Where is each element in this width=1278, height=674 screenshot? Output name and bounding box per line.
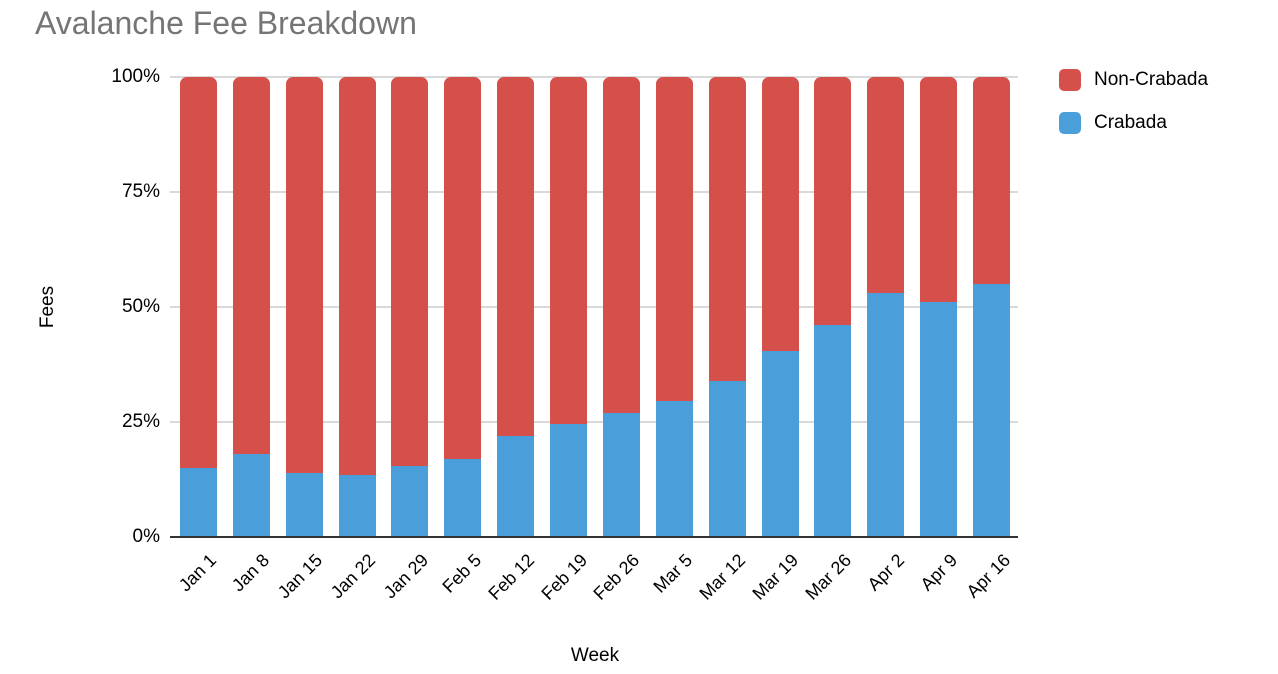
x-tick-label: Jan 29 — [379, 550, 433, 603]
gridline — [170, 306, 1018, 308]
bar-segment-non-crabada[interactable] — [708, 77, 746, 381]
bar[interactable] — [391, 77, 429, 537]
x-tick-label: Feb 12 — [484, 550, 538, 604]
x-tick-label: Apr 16 — [962, 550, 1014, 602]
x-axis-line — [170, 536, 1018, 538]
bar-segment-crabada[interactable] — [391, 465, 429, 537]
x-tick-label: Mar 19 — [748, 550, 803, 604]
bar[interactable] — [814, 77, 852, 537]
x-tick-label: Jan 1 — [175, 550, 221, 596]
bar-segment-non-crabada[interactable] — [497, 77, 535, 436]
bar-segment-non-crabada[interactable] — [232, 77, 270, 455]
x-axis-title: Week — [570, 645, 620, 666]
gridline — [170, 76, 1018, 78]
bar[interactable] — [867, 77, 905, 537]
legend-swatch-icon — [1059, 112, 1081, 134]
bar[interactable] — [338, 77, 376, 537]
bar[interactable] — [232, 77, 270, 537]
bar[interactable] — [179, 77, 217, 537]
y-tick-label: 0% — [132, 526, 160, 547]
bar-segment-crabada[interactable] — [761, 350, 799, 537]
x-tick-label: Mar 12 — [695, 550, 750, 604]
bar[interactable] — [285, 77, 323, 537]
bar-segment-crabada[interactable] — [444, 458, 482, 537]
bar-segment-crabada[interactable] — [550, 424, 588, 537]
y-tick-label: 75% — [121, 181, 160, 202]
bar-segment-non-crabada[interactable] — [338, 77, 376, 475]
x-tick-label: Feb 19 — [536, 550, 591, 604]
bar-segment-non-crabada[interactable] — [867, 77, 905, 294]
x-tick-label: Apr 2 — [863, 550, 908, 595]
bar[interactable] — [973, 77, 1011, 537]
bar-segment-crabada[interactable] — [973, 284, 1011, 537]
x-tick-label: Feb 5 — [438, 550, 485, 597]
bar[interactable] — [550, 77, 588, 537]
bar-segment-crabada[interactable] — [814, 325, 852, 537]
bar[interactable] — [655, 77, 693, 537]
bar[interactable] — [708, 77, 746, 537]
bar-segment-non-crabada[interactable] — [602, 77, 640, 413]
x-tick-label: Jan 8 — [228, 550, 274, 596]
x-tick-label: Apr 9 — [916, 550, 961, 595]
bar[interactable] — [602, 77, 640, 537]
x-tick-label: Mar 26 — [801, 550, 856, 604]
y-tick-label: 25% — [121, 411, 160, 432]
y-axis-title: Fees — [37, 285, 58, 329]
bar-segment-non-crabada[interactable] — [761, 77, 799, 351]
bar[interactable] — [444, 77, 482, 537]
legend-item-crabada[interactable]: Crabada — [1059, 112, 1208, 134]
bar-segment-non-crabada[interactable] — [391, 77, 429, 466]
x-tick-label: Jan 22 — [326, 550, 380, 603]
gridline — [170, 191, 1018, 193]
bar-segment-non-crabada[interactable] — [920, 77, 958, 303]
bar-segment-crabada[interactable] — [655, 401, 693, 537]
bar[interactable] — [761, 77, 799, 537]
bar-segment-crabada[interactable] — [867, 293, 905, 537]
bar-segment-non-crabada[interactable] — [285, 77, 323, 473]
y-tick-label: 50% — [121, 296, 160, 317]
bar-segment-non-crabada[interactable] — [814, 77, 852, 326]
bar[interactable] — [497, 77, 535, 537]
bar-segment-non-crabada[interactable] — [973, 77, 1011, 284]
bar[interactable] — [920, 77, 958, 537]
chart-title: Avalanche Fee Breakdown — [35, 5, 417, 41]
legend-swatch-icon — [1059, 69, 1081, 91]
legend-label: Crabada — [1094, 112, 1167, 133]
bar-segment-crabada[interactable] — [497, 435, 535, 537]
legend: Non-Crabada Crabada — [1059, 69, 1208, 155]
bar-segment-crabada[interactable] — [708, 380, 746, 537]
x-tick-label: Feb 26 — [589, 550, 644, 604]
gridline — [170, 421, 1018, 423]
y-tick-label: 100% — [111, 66, 160, 87]
bar-segment-crabada[interactable] — [920, 302, 958, 537]
legend-label: Non-Crabada — [1094, 69, 1209, 90]
bar-segment-non-crabada[interactable] — [655, 77, 693, 402]
bar-segment-crabada[interactable] — [285, 472, 323, 537]
bar-segment-crabada[interactable] — [179, 468, 217, 537]
bar-segment-non-crabada[interactable] — [444, 77, 482, 459]
legend-item-non-crabada[interactable]: Non-Crabada — [1059, 69, 1208, 91]
bar-segment-non-crabada[interactable] — [550, 77, 588, 425]
bar-segment-crabada[interactable] — [338, 474, 376, 537]
x-tick-label: Mar 5 — [649, 550, 697, 597]
bar-segment-crabada[interactable] — [602, 412, 640, 537]
x-tick-label: Jan 15 — [273, 550, 327, 603]
bar-segment-crabada[interactable] — [232, 454, 270, 537]
bar-segment-non-crabada[interactable] — [179, 77, 217, 468]
